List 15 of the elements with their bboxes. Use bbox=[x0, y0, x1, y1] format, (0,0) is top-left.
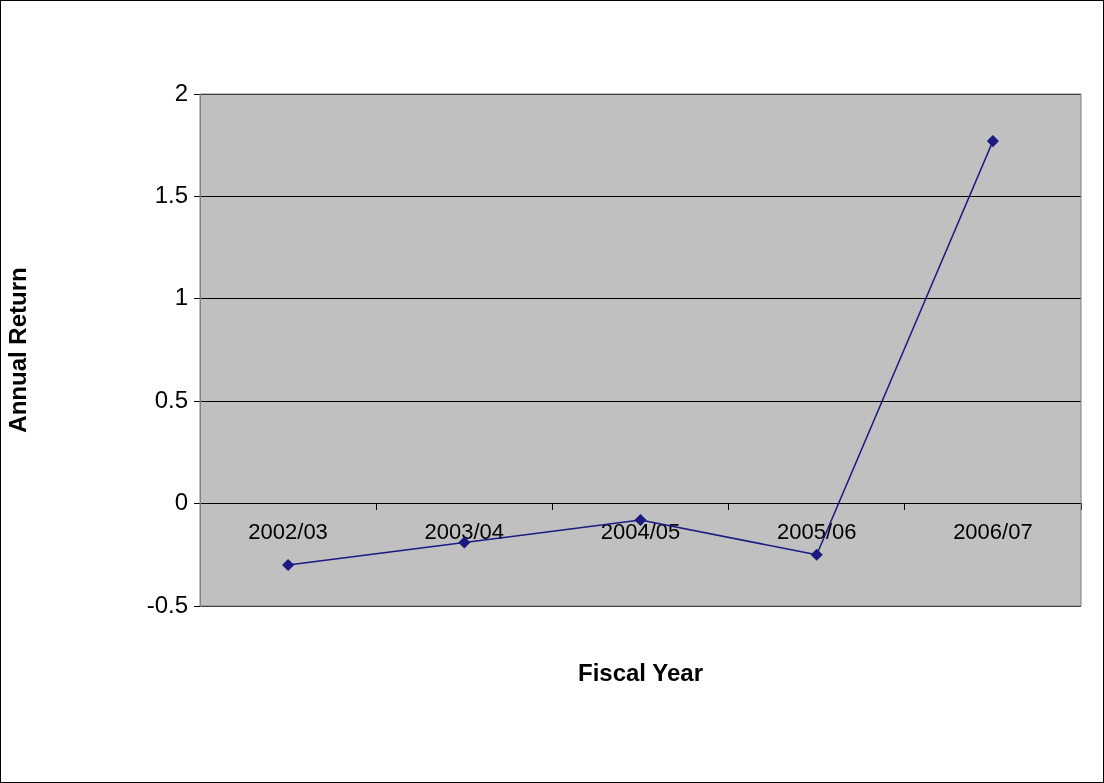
x-tick-label: 2003/04 bbox=[424, 518, 505, 544]
y-tick-label: 0 bbox=[174, 488, 188, 516]
y-tick-label: 2 bbox=[174, 78, 188, 106]
y-tick-label: 0.5 bbox=[154, 385, 188, 413]
x-tick-label: 2006/07 bbox=[953, 518, 1033, 544]
y-tick-label: 1 bbox=[174, 283, 188, 311]
x-axis-title: Fiscal Year bbox=[578, 658, 703, 686]
x-tick-label: 2002/03 bbox=[248, 518, 328, 544]
y-axis-title: Annual Return bbox=[4, 267, 32, 433]
y-tick-label: -0.5 bbox=[146, 590, 188, 618]
x-tick-label: 2004/05 bbox=[600, 518, 681, 544]
point bbox=[810, 549, 823, 561]
point bbox=[282, 559, 294, 571]
y-tick-label: 1.5 bbox=[154, 181, 188, 209]
point bbox=[987, 135, 999, 147]
